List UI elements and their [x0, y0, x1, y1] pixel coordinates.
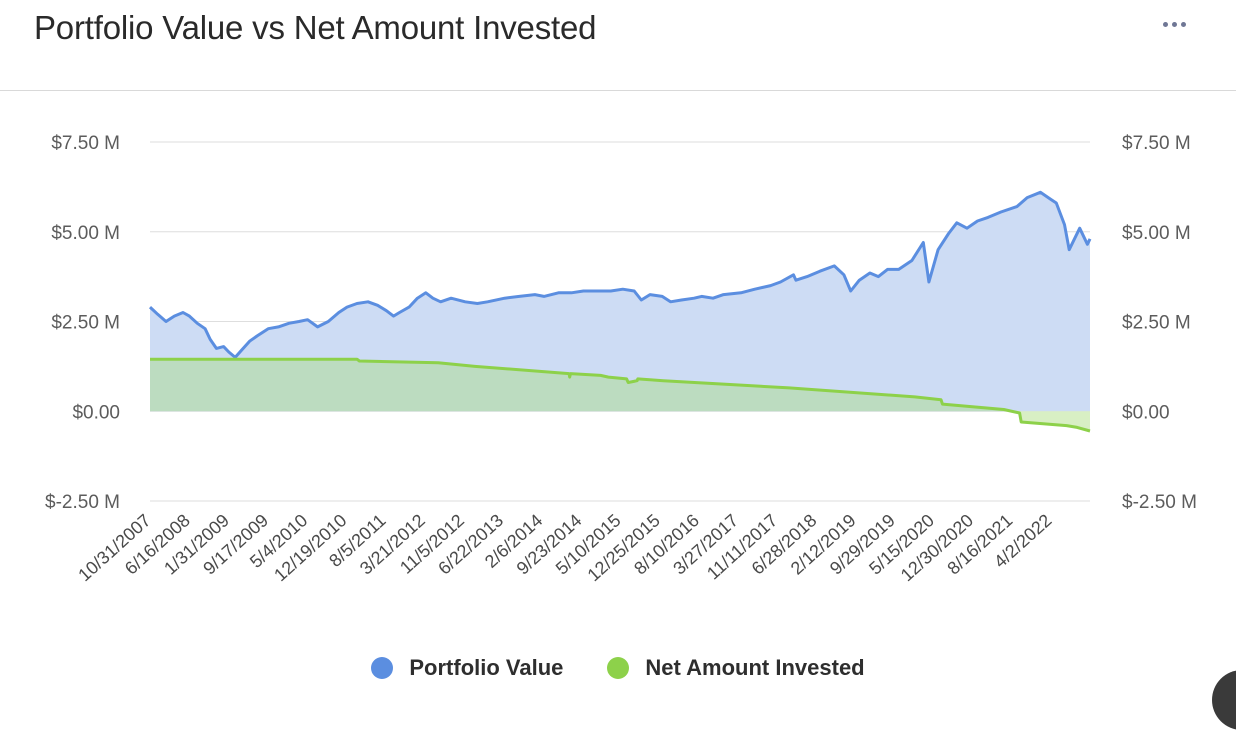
more-horizontal-icon — [1161, 21, 1188, 27]
left-y-axis: $7.50 M $5.00 M $2.50 M $0.00 $-2.50 M — [45, 133, 120, 513]
chart-header: Portfolio Value vs Net Amount Invested — [0, 0, 1236, 91]
net-invested-line — [150, 357, 1091, 433]
y-tick-label-right: $7.50 M — [1122, 133, 1191, 154]
series-layer — [148, 190, 1092, 433]
chart-title: Portfolio Value vs Net Amount Invested — [34, 9, 597, 46]
right-y-axis: $7.50 M $5.00 M $2.50 M $0.00 $-2.50 M — [1122, 133, 1197, 513]
portfolio-value-area — [150, 192, 1090, 412]
y-tick-label-right: $0.00 — [1122, 402, 1170, 423]
y-tick-label-left: $2.50 M — [51, 313, 120, 334]
x-axis: 10/31/20076/16/20081/31/20099/17/20095/4… — [74, 510, 1055, 585]
y-tick-label-right: $2.50 M — [1122, 313, 1191, 334]
y-tick-label-right: $-2.50 M — [1122, 492, 1197, 513]
legend-item-net-amount-invested[interactable]: Net Amount Invested — [607, 655, 865, 681]
y-tick-label-right: $5.00 M — [1122, 223, 1191, 244]
more-options-button[interactable] — [1150, 8, 1198, 40]
legend-item-portfolio-value[interactable]: Portfolio Value — [371, 655, 563, 681]
legend-marker-icon — [371, 657, 394, 679]
y-tick-label-left: $0.00 — [72, 402, 120, 423]
y-tick-label-left: $7.50 M — [51, 133, 120, 154]
chart-area: $7.50 M $5.00 M $2.50 M $0.00 $-2.50 M $7.50… — [45, 133, 1197, 585]
legend-marker-icon — [607, 657, 630, 679]
y-tick-label-left: $-2.50 M — [45, 492, 120, 513]
legend-label: Portfolio Value — [409, 655, 564, 680]
net-invested-area — [150, 359, 1012, 412]
y-tick-label-left: $5.00 M — [51, 223, 120, 244]
chart-legend: Portfolio Value Net Amount Invested — [0, 650, 1236, 686]
legend-label: Net Amount Invested — [645, 655, 865, 680]
portfolio-value-line — [148, 190, 1092, 359]
